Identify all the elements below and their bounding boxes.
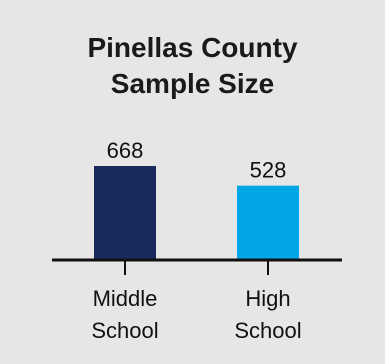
x-tick-label-0-line-0: Middle (93, 286, 158, 311)
chart-title-line-1: Pinellas County (87, 32, 298, 63)
x-tick-labels-group: Middle School High School (91, 286, 301, 343)
value-label-0: 668 (107, 138, 144, 163)
x-tick-label-1-line-1: School (234, 318, 301, 343)
x-tick-label-0-line-1: School (91, 318, 158, 343)
chart-title: Pinellas County Sample Size (0, 30, 385, 102)
bar-1 (237, 185, 299, 260)
bars-group (94, 166, 299, 260)
value-label-1: 528 (250, 158, 287, 183)
chart-title-line-2: Sample Size (110, 68, 275, 99)
x-tick-label-1-line-0: High (245, 286, 290, 311)
bar-0 (94, 166, 156, 260)
x-ticks-group (124, 260, 269, 275)
value-labels-group: 668 528 (107, 138, 287, 183)
